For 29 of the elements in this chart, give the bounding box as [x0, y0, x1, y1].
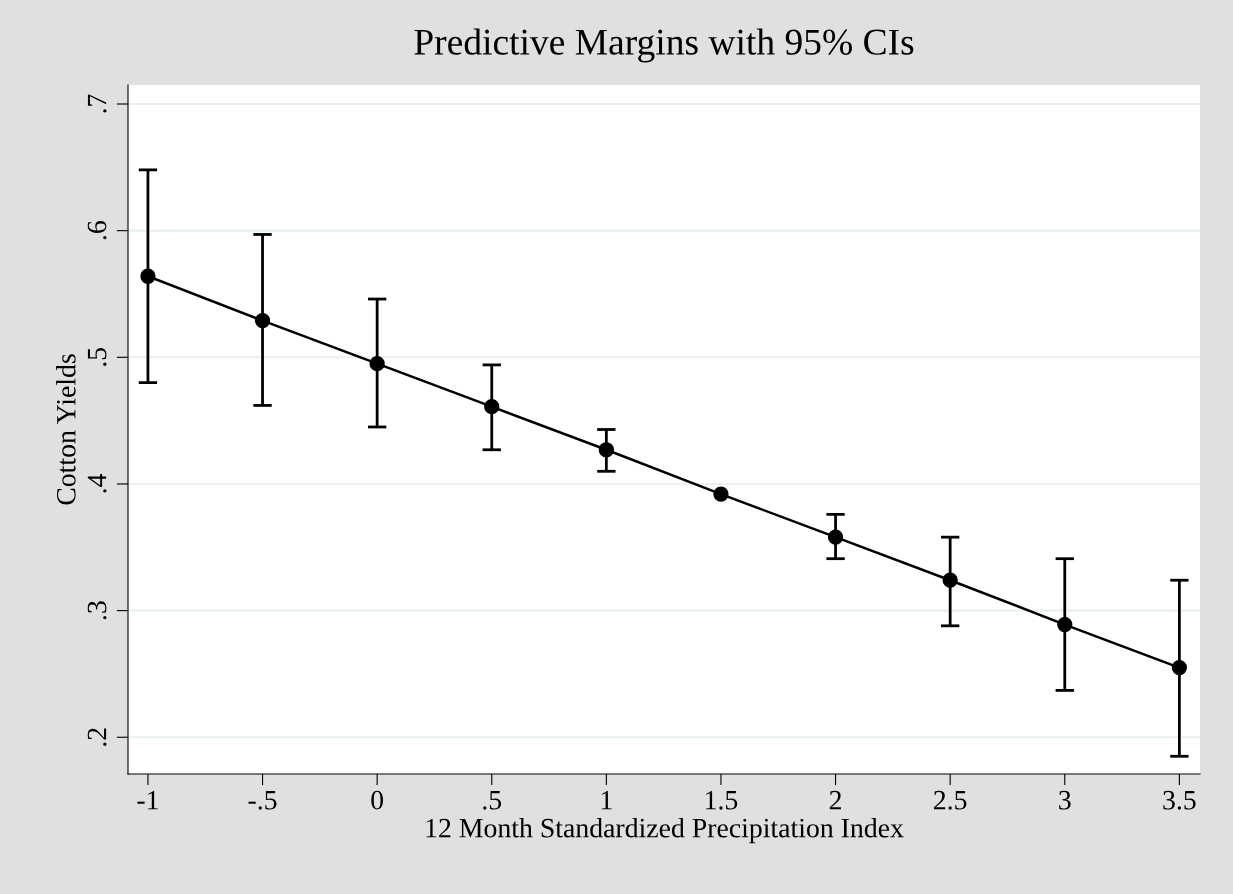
y-tick-label: .2 [87, 728, 107, 746]
x-tick-label: 2.5 [934, 790, 967, 810]
x-tick-label: 3.5 [1163, 790, 1196, 810]
x-tick-label: 1 [601, 790, 612, 810]
y-axis-title: Cotton Yields [56, 354, 76, 505]
y-tick-label: .7 [87, 94, 107, 113]
point [827, 529, 844, 545]
y-tick-label: .3 [87, 601, 107, 620]
point [369, 356, 385, 372]
point [942, 572, 958, 588]
x-tick-label: 1.5 [706, 790, 738, 810]
chart-title: Predictive Margins with 95% CIs [414, 28, 914, 63]
point [1171, 659, 1188, 676]
x-tick-label: .5 [483, 791, 502, 810]
point [598, 442, 614, 458]
x-tick-label: -1 [137, 790, 158, 810]
x-tick-label: 0 [371, 790, 384, 810]
y-tick-label: .5 [87, 347, 107, 366]
x-tick-label: 3 [1059, 790, 1071, 810]
x-tick-label: 2 [829, 790, 841, 810]
x-tick-label: -.5 [248, 791, 277, 810]
point [484, 399, 500, 415]
x-axis-title: 12 Month Standardized Precipitation Index [426, 817, 904, 844]
point [254, 312, 271, 329]
point [1057, 616, 1073, 633]
y-tick-label: .4 [87, 473, 107, 493]
y-tick-label: .6 [87, 221, 107, 240]
point [140, 268, 156, 284]
point [713, 486, 729, 502]
